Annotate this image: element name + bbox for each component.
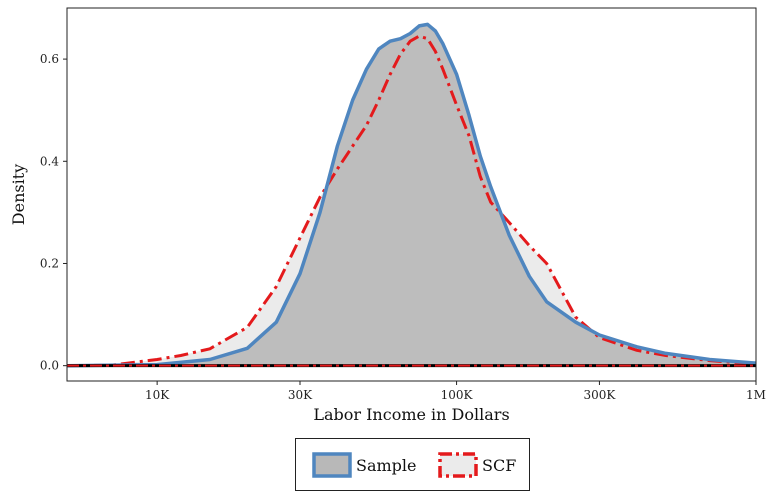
- y-axis-label: Density: [9, 164, 28, 225]
- legend-key-sample: [312, 452, 352, 478]
- legend-item-sample: Sample: [312, 452, 417, 478]
- x-axis-ticks: 10K 30K 100K 300K 1M: [145, 381, 766, 402]
- y-tick-label: 0.6: [40, 52, 59, 66]
- x-tick-label: 100K: [441, 388, 474, 402]
- legend: Sample SCF: [295, 438, 530, 491]
- y-tick-label: 0.2: [40, 256, 59, 270]
- legend-item-scf: SCF: [438, 452, 516, 478]
- legend-label-sample: Sample: [356, 455, 417, 475]
- density-areas: [67, 24, 756, 366]
- y-axis-ticks: 0.0 0.2 0.4 0.6: [40, 52, 67, 373]
- plot-border: [66, 7, 757, 382]
- density-lines: [66, 22, 757, 368]
- x-axis-label: Labor Income in Dollars: [313, 405, 509, 424]
- area-sample: [67, 24, 756, 366]
- y-tick-label: 0.4: [40, 154, 59, 168]
- legend-label-scf: SCF: [482, 455, 517, 475]
- x-tick-label: 300K: [583, 388, 616, 402]
- legend-key-scf: [438, 452, 478, 478]
- x-tick-label: 1M: [746, 388, 766, 402]
- y-tick-label: 0.0: [40, 359, 59, 373]
- x-tick-label: 10K: [145, 388, 170, 402]
- line-sample: [66, 22, 757, 368]
- line-scf: [66, 34, 757, 368]
- x-tick-label: 30K: [288, 388, 313, 402]
